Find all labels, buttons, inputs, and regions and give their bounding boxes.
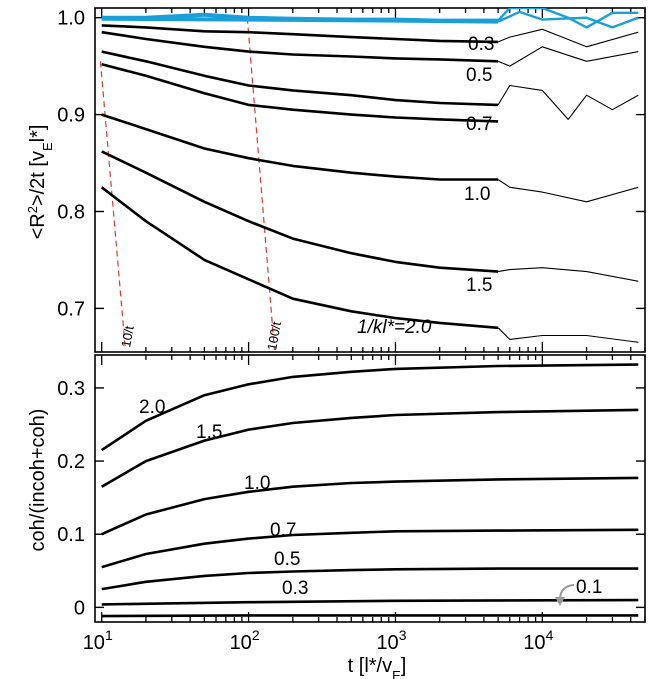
series-line-0-5 [101, 62, 499, 123]
ytick-label-0-0: 0.7 [57, 298, 85, 320]
ytick-label-0-3: 1.0 [57, 8, 85, 30]
y-label-top-mid: >/2t [v [27, 151, 49, 206]
x-label-post: ] [401, 655, 407, 677]
label-bottom-0-5: 0.5 [274, 549, 300, 570]
series-line-tail-0-6 [497, 179, 639, 203]
label-bottom-2-0: 2.0 [139, 397, 165, 418]
series-line-0-1 [101, 16, 499, 24]
y-label-top-sup: 2 [25, 206, 40, 213]
series-line-0-7 [101, 150, 499, 273]
label-top-0-7: 0.7 [466, 114, 492, 135]
series-line-0-4 [101, 50, 499, 107]
xtick-label-2: 103 [376, 627, 406, 654]
x-axis-label: t [l*/vE] [348, 655, 407, 679]
series-line-1-5 [101, 598, 639, 606]
label-top-1-0: 1.0 [464, 184, 490, 205]
label-bottom-1-0: 1.0 [244, 473, 270, 494]
series-line-tail-0-1 [497, 10, 639, 29]
ytick-label-1-0: 0 [74, 597, 85, 619]
label-top-2-0: 1/kl*=2.0 [357, 317, 432, 338]
label-bottom-0-3: 0.3 [282, 578, 308, 599]
series-line-1-0 [100, 363, 639, 452]
series-line-1-3 [101, 528, 639, 569]
guide-line-0 [99, 61, 127, 351]
arrow-0-1-head [555, 597, 565, 606]
series-line-1-2 [101, 476, 639, 536]
series-line-tail-0-7 [498, 267, 639, 282]
series-line-1-1 [101, 408, 639, 488]
series-line-tail-0-4 [497, 84, 639, 120]
ytick-label-1-3: 0.3 [57, 378, 85, 400]
y-axis-label-bottom: coh/(incoh+coh) [27, 409, 49, 552]
series-line-0-2 [101, 24, 499, 44]
ytick-label-0-1: 0.8 [57, 201, 85, 223]
label-bottom-0-1: 0.1 [576, 577, 602, 598]
series-line-tail-0-3 [497, 46, 639, 67]
plot-frame-1 [94, 354, 646, 623]
xtick-label-1: 102 [230, 627, 260, 654]
label-top-0-3: 0.3 [468, 34, 494, 55]
label-bottom-0-7: 0.7 [270, 520, 296, 541]
series-line-1-6 [101, 614, 639, 618]
y-label-top-sub: E [40, 142, 55, 151]
label-bottom-1-5: 1.5 [196, 422, 222, 443]
series-line-1-4 [101, 567, 639, 591]
series-line-0-3 [101, 30, 499, 63]
label-top-1-5: 1.5 [466, 275, 492, 296]
top-panel: 0.7 0.8 0.9 1.0 [57, 7, 646, 353]
y-axis-label-top: <R2>/2t [vEl*] [25, 125, 55, 240]
xtick-label-0: 101 [83, 627, 113, 654]
series-line-0-8 [100, 186, 499, 330]
ytick-label-1-2: 0.2 [57, 451, 85, 473]
plot-frame-0 [94, 7, 646, 353]
ytick-label-1-1: 0.1 [57, 524, 85, 546]
y-label-top-pre: <R [27, 213, 49, 239]
series-line-0-6 [101, 113, 499, 181]
y-label-top-post: l*] [27, 125, 49, 143]
xtick-label-3: 104 [523, 627, 553, 654]
bottom-panel: 0 0.1 0.2 0.3 101 102 103 104 [57, 354, 646, 654]
guide-label-100-t: 100/t [264, 320, 284, 351]
label-top-0-5: 0.5 [466, 65, 492, 86]
series-line-tail-0-2 [497, 28, 639, 48]
guide-line-1 [246, 17, 276, 351]
ytick-label-0-2: 0.9 [57, 105, 85, 127]
guide-label-10-t: 10/t [118, 324, 137, 348]
series-line-tail-0-8 [497, 327, 639, 343]
x-label-pre: t [l*/v [348, 655, 392, 677]
x-label-sub: E [392, 668, 401, 679]
